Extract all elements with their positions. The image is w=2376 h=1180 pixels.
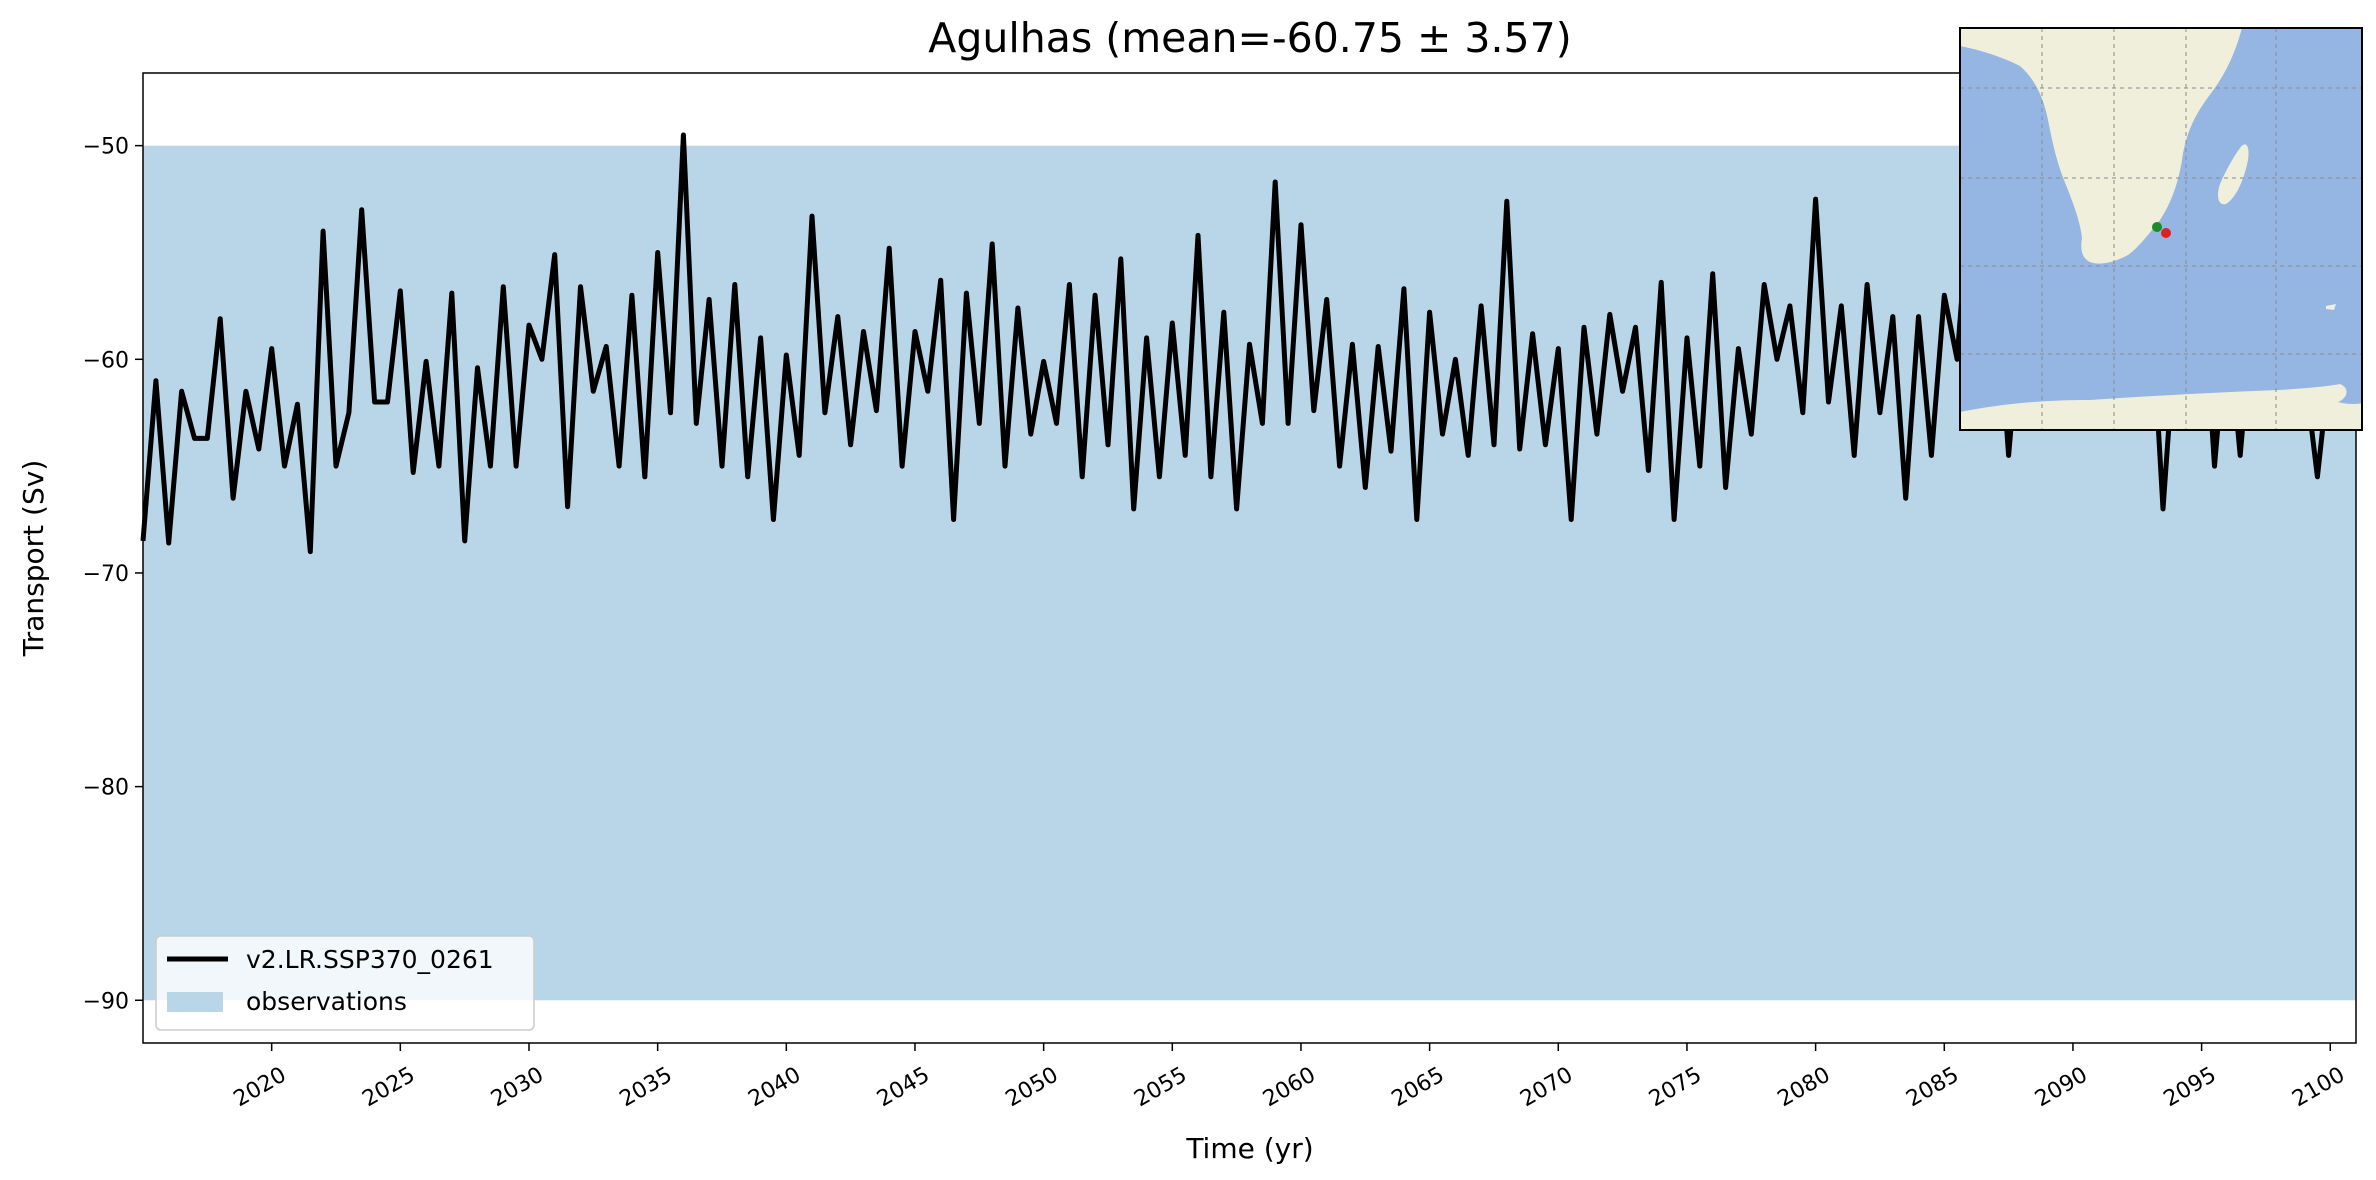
y-tick-label: −70 (83, 562, 129, 587)
legend-band-swatch (167, 992, 223, 1012)
x-tick-label: 2085 (1902, 1063, 1963, 1113)
x-tick-label: 2020 (230, 1063, 291, 1113)
x-tick-label: 2055 (1130, 1063, 1191, 1113)
map-land-island (2326, 304, 2336, 310)
chart-title: Agulhas (mean=-60.75 ± 3.57) (928, 14, 1571, 62)
plot-frame (142, 72, 2357, 1044)
y-tick-label: −60 (83, 348, 129, 373)
y-axis-ticks: −50 −60 −70 −80 −90 (83, 135, 143, 1014)
map-gridlines (1960, 28, 2362, 430)
map-land-madagascar (2218, 144, 2249, 205)
y-tick-label: −80 (83, 776, 129, 801)
legend-box (155, 935, 535, 1031)
section-start-marker (2152, 222, 2162, 232)
x-axis-ticks: 2020 2025 2030 2035 2040 2045 2050 2055 2060 2065… (230, 1043, 2349, 1113)
legend-observations-label: observations (246, 987, 407, 1016)
legend-series-label: v2.LR.SSP370_0261 (246, 945, 494, 974)
x-tick-label: 2070 (1516, 1063, 1577, 1113)
y-tick-label: −90 (83, 989, 129, 1014)
x-tick-label: 2090 (2031, 1063, 2092, 1113)
y-tick-label: −50 (83, 135, 129, 160)
x-tick-label: 2075 (1645, 1063, 1706, 1113)
x-axis-label: Time (yr) (1185, 1132, 1313, 1165)
x-tick-label: 2080 (1774, 1063, 1835, 1113)
x-tick-label: 2060 (1259, 1063, 1320, 1113)
y-axis-label: Transport (Sv) (17, 460, 50, 657)
x-tick-label: 2095 (2160, 1063, 2221, 1113)
map-land-africa (1960, 28, 2242, 264)
x-tick-label: 2045 (873, 1063, 934, 1113)
map-land-antarctica (1960, 384, 2362, 430)
x-tick-label: 2065 (1388, 1063, 1449, 1113)
legend: v2.LR.SSP370_0261 observations (155, 935, 535, 1031)
x-tick-label: 2035 (616, 1063, 677, 1113)
x-tick-label: 2100 (2288, 1063, 2349, 1113)
section-end-marker (2161, 228, 2171, 238)
x-tick-label: 2030 (487, 1063, 548, 1113)
x-tick-label: 2025 (358, 1063, 419, 1113)
inset-map-frame (1959, 27, 2363, 431)
inset-map (1959, 27, 2363, 431)
x-tick-label: 2050 (1002, 1063, 1063, 1113)
map-land (1960, 28, 2362, 430)
x-tick-label: 2040 (744, 1063, 805, 1113)
